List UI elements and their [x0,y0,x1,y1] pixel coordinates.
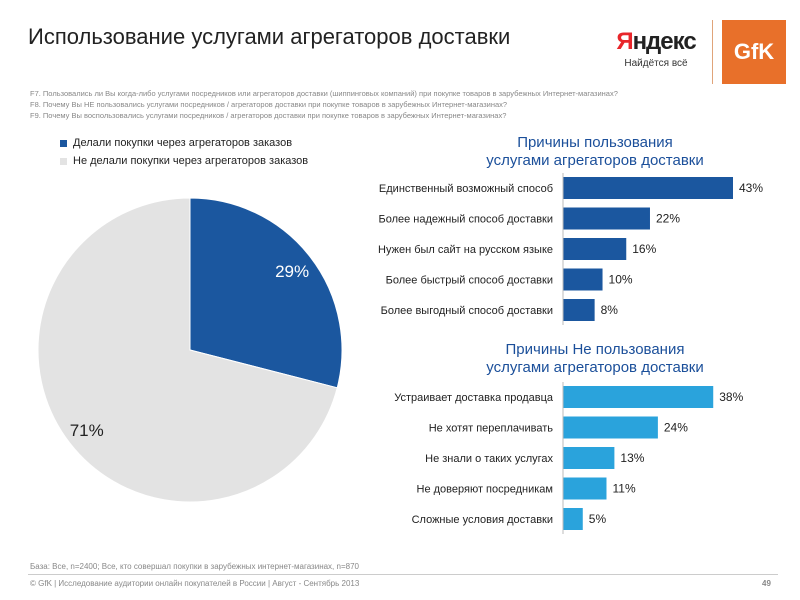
legend-label: Делали покупки через агрегаторов заказов [73,137,293,149]
pie-slice [189,197,343,389]
category-label: Более выгодный способ доставки [381,305,553,317]
bar [563,268,603,291]
pie-legend: Делали покупки через агрегаторов заказов… [60,134,308,170]
bar [563,177,733,199]
chart-title-line: Причины Не пользования [505,341,685,358]
data-label: 43% [739,181,763,195]
data-label: 22% [656,212,680,226]
legend-swatch-grey [60,157,67,165]
category-label: Единственный возможный способ [379,183,553,195]
category-label: Более надежный способ доставки [379,214,554,226]
question-f7: F7. Пользовались ли Вы когда-либо услуга… [30,89,618,98]
category-label: Не знали о таких услугах [425,453,553,465]
survey-questions: F7. Пользовались ли Вы когда-либо услуга… [30,88,618,121]
bar [563,207,650,230]
page-title: Использование услугами агрегаторов доста… [28,24,511,49]
chart-title-usage: Причины пользования услугами агрегаторов… [430,134,760,170]
data-label: 13% [620,451,644,465]
gfk-logo: GfK [722,20,786,84]
bar [563,386,714,408]
legend-label: Не делали покупки через агрегаторов зака… [73,155,309,167]
logos: Яндекс Найдётся всё GfK [600,20,786,84]
data-label: 24% [664,421,688,435]
bar [563,238,627,260]
chart-title-line: Причины пользования [517,134,673,151]
data-label: 5% [589,512,607,526]
category-label: Более быстрый способ доставки [386,275,553,287]
yandex-logo: Яндекс Найдётся всё [600,28,712,69]
legend-item: Делали покупки через агрегаторов заказов [60,134,308,152]
yandex-slogan: Найдётся всё [624,58,688,69]
bar [563,508,583,530]
footer-base: База: Все, n=2400; Все, кто совершал пок… [30,562,359,571]
bar [563,477,607,500]
pie-slice [37,197,338,503]
question-f8: F8. Почему Вы НЕ пользовались услугами п… [30,100,508,109]
pie-slice-label: 71% [70,421,104,440]
question-f9: F9. Почему Вы воспользовались услугами п… [30,111,507,120]
bar [563,416,658,439]
legend-swatch-dark-blue [60,139,67,147]
chart-title-nonusage: Причины Не пользования услугами агрегато… [430,341,760,377]
legend-item: Не делали покупки через агрегаторов зака… [60,152,308,170]
chart-title-line: услугами агрегаторов доставки [486,359,704,376]
data-label: 16% [632,242,656,256]
page-number: 49 [762,579,771,588]
category-label: Сложные условия доставки [412,514,553,526]
bar [563,299,595,321]
yandex-logo-text: Яндекс [616,28,696,55]
data-label: 38% [719,390,743,404]
category-label: Устраивает доставка продавца [394,392,554,404]
data-label: 10% [609,273,633,287]
category-label: Нужен был сайт на русском языке [378,244,553,256]
bar [563,447,615,469]
chart-title-line: услугами агрегаторов доставки [486,152,704,169]
pie-slice-label: 29% [275,262,309,281]
data-label: 8% [601,303,619,317]
footer-copyright: © GfK | Исследование аудитории онлайн по… [30,579,360,588]
logo-divider [712,20,713,84]
category-label: Не доверяют посредникам [417,484,554,496]
category-label: Не хотят переплачивать [429,423,554,435]
footer-divider [28,574,778,575]
data-label: 11% [612,482,635,496]
